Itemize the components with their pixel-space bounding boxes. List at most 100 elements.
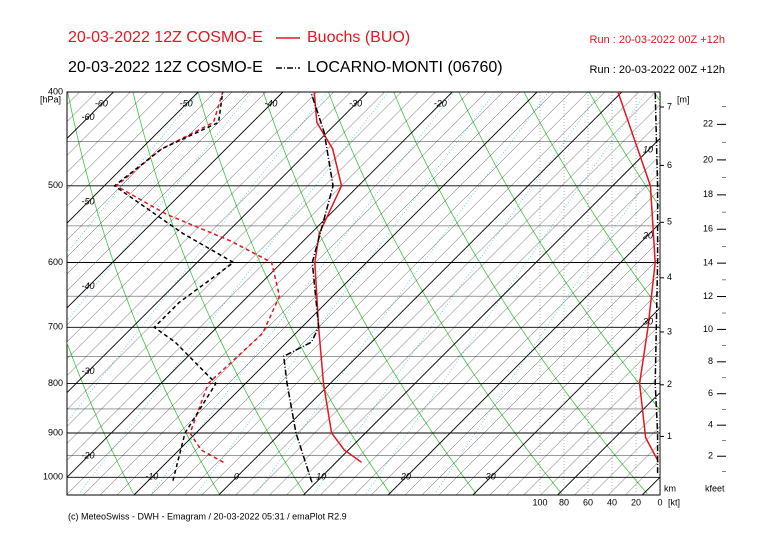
legend-label: Buochs (BUO) (307, 29, 410, 46)
isotherm (354, 189, 660, 495)
dry-adiabat (67, 341, 134, 494)
isotherm (67, 92, 453, 478)
mixing-ratio-line (434, 160, 660, 495)
isotherm (67, 92, 148, 173)
mixing-ratio-line (67, 92, 328, 423)
isotherm (557, 391, 660, 495)
isotherm (269, 104, 660, 495)
dry-adiabat (720, 92, 766, 494)
isotherm (608, 443, 660, 495)
kfeet-tick-label: 16 (703, 224, 713, 234)
kfeet-unit: kfeet (705, 483, 725, 493)
x-tick-label-left: -40 (81, 281, 94, 291)
isotherm (83, 92, 487, 495)
kfeet-tick-label: 6 (708, 388, 713, 398)
header-title: 20-03-2022 12Z COSMO-E (68, 29, 263, 46)
isotherm (116, 92, 521, 495)
isotherm (67, 92, 470, 495)
annotation: 10 (643, 144, 653, 154)
dry-adiabat (262, 92, 477, 495)
x-tick-label: -10 (145, 472, 158, 482)
annotation: 20 (642, 230, 653, 240)
isotherm (167, 92, 572, 495)
km-tick-label: 1 (667, 431, 672, 441)
kfeet-tick-label: 2 (708, 451, 713, 461)
isotherm (286, 121, 660, 495)
isotherm (676, 92, 766, 495)
annotation: 30 (643, 316, 653, 326)
kfeet-tick-label: 14 (703, 258, 713, 268)
mixing-ratio-line (67, 92, 200, 254)
isotherm (184, 92, 588, 495)
x-tick-label-top: -20 (434, 98, 447, 108)
x-tick-label-left: -50 (81, 197, 94, 207)
x-tick-label-left: -30 (81, 366, 94, 376)
dry-adiabat (67, 92, 220, 494)
km-tick-label: 7 (667, 101, 672, 111)
isotherm (472, 307, 660, 495)
header-title: 20-03-2022 12Z COSMO-E (68, 59, 263, 76)
mixing-ratio-line (313, 92, 601, 495)
isotherm (67, 92, 368, 394)
run-label: Run : 20-03-2022 00Z +12h (590, 64, 725, 76)
wind-unit: [kt] (668, 497, 680, 507)
isotherm (67, 92, 419, 444)
mixing-ratio-line (196, 92, 496, 495)
km-tick-label: 3 (667, 326, 672, 336)
x-tick-label-top: -60 (95, 98, 108, 108)
wind-tick-label: 0 (657, 497, 662, 507)
y-axis-label: [hPa] (40, 94, 61, 104)
isotherm (523, 358, 660, 495)
kfeet-tick-label: 20 (703, 154, 713, 164)
kfeet-tick-label: 12 (703, 291, 713, 301)
y-tick-label: 800 (48, 378, 63, 388)
dry-adiabat (458, 92, 660, 411)
isotherm (0, 92, 29, 495)
y-tick-label: 900 (48, 427, 63, 437)
wind-speed-line (654, 92, 659, 474)
height-label: [m] (677, 94, 690, 104)
isotherm (337, 172, 660, 495)
isotherm (489, 324, 660, 495)
x-tick-label-left: -60 (81, 112, 94, 122)
isotherm (727, 92, 766, 495)
mixing-ratio-line (255, 92, 549, 495)
wind-tick-label: 100 (532, 497, 547, 507)
x-tick-label-top: -30 (349, 98, 362, 108)
dry-adiabat (132, 92, 306, 495)
y-tick-label: 400 (48, 86, 63, 96)
mixing-ratio-line (67, 92, 253, 322)
isotherm (67, 92, 351, 376)
km-tick-label: 2 (667, 379, 672, 389)
isotherm (100, 92, 504, 495)
run-label: Run : 20-03-2022 00Z +12h (590, 34, 725, 46)
x-tick-label-top: -40 (264, 98, 277, 108)
x-tick-label: 0 (234, 472, 239, 482)
dewpoint-line (114, 92, 281, 463)
isotherm (438, 273, 660, 495)
mixing-ratio-line (78, 92, 389, 495)
wind-tick-label: 20 (631, 497, 641, 507)
isotherm (591, 426, 660, 495)
isotherm (67, 92, 250, 275)
isotherm (303, 137, 660, 495)
x-tick-label-left: -20 (81, 451, 94, 461)
isotherm (235, 92, 639, 495)
isotherm (67, 92, 80, 105)
x-tick-label-top: -50 (180, 98, 193, 108)
isotherm (67, 92, 385, 410)
x-tick-label: 20 (400, 472, 411, 482)
temperature-line (282, 92, 334, 483)
isotherm (218, 92, 623, 495)
isotherm (67, 92, 233, 258)
isotherm (455, 290, 660, 495)
y-tick-label: 700 (48, 322, 63, 332)
dry-adiabat (0, 92, 48, 494)
km-unit: km (664, 483, 676, 493)
plot-area (0, 92, 766, 495)
y-tick-label: 600 (48, 257, 63, 267)
km-tick-label: 4 (667, 272, 672, 282)
isotherm (67, 92, 199, 224)
isotherm (67, 92, 334, 359)
